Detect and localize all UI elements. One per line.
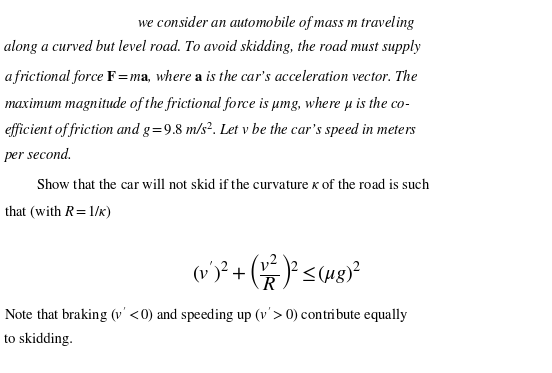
Text: per second.: per second. [4,147,72,162]
Text: Show that the car will not skid if the curvature $\kappa$ of the road is such: Show that the car will not skid if the c… [36,177,431,192]
Text: efficient of friction and $g = 9.8$ m/s$^2$. Let $v$ be the car’s speed in meter: efficient of friction and $g = 9.8$ m/s$… [4,120,418,140]
Text: that (with $R = 1/\kappa$): that (with $R = 1/\kappa$) [4,204,112,221]
Text: a frictional force $\mathbf{F} = m\mathbf{a}$, where $\mathbf{a}$ is the car’s a: a frictional force $\mathbf{F} = m\mathb… [4,67,419,86]
Text: $(v')^2 + \left(\dfrac{v^2}{R}\right)^{\!2} \leq (\mu g)^2$: $(v')^2 + \left(\dfrac{v^2}{R}\right)^{\… [192,252,360,293]
Text: along a curved but level road. To avoid skidding, the road must supply: along a curved but level road. To avoid … [4,40,421,54]
Text: Note that braking ($v' < 0$) and speeding up ($v' > 0$) contribute equally: Note that braking ($v' < 0$) and speedin… [4,306,409,325]
Text: maximum magnitude of the frictional force is $\mathit{\mu mg}$, where $\mathit{\: maximum magnitude of the frictional forc… [4,94,411,113]
Text: to skidding.: to skidding. [4,333,73,346]
Text: we consider an automobile of mass $\mathit{m}$ traveling: we consider an automobile of mass $\math… [137,13,415,32]
